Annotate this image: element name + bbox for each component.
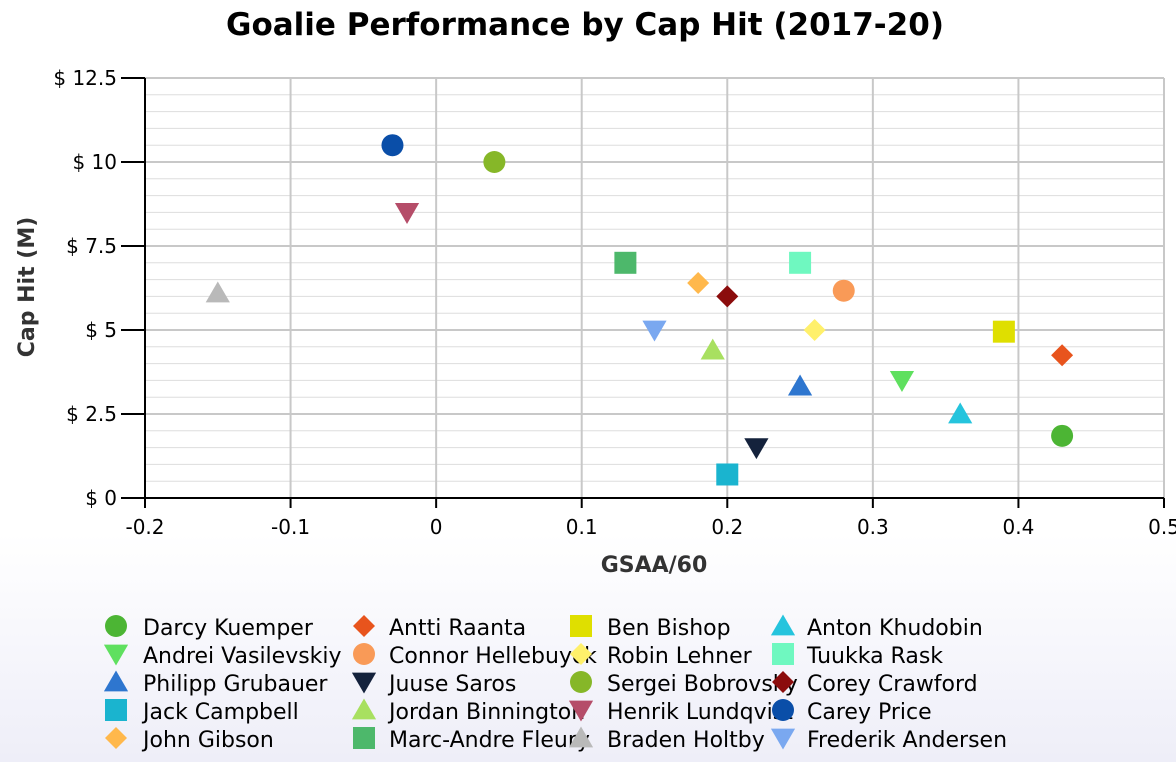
legend-label: Antti Raanta (389, 616, 526, 641)
legend-marker-anton-khudobin (770, 614, 796, 636)
legend-marker-braden-holtby (568, 726, 594, 748)
legend-marker-ben-bishop (570, 615, 592, 637)
legend-marker-corey-crawford (772, 671, 794, 693)
point-braden-holtby (205, 281, 230, 303)
legend-marker-sergei-bobrovsky (570, 671, 592, 693)
legend-marker-juuse-saros (351, 672, 377, 694)
legend-label: Corey Crawford (807, 672, 978, 697)
grid (144, 77, 1165, 499)
y-axis-title: Cap Hit (M) (15, 217, 40, 358)
x-tick-label: -0.2 (125, 515, 164, 539)
x-tick-label: 0 (430, 515, 443, 539)
legend-label: Tuukka Rask (806, 644, 943, 669)
point-jack-campbell (716, 463, 739, 486)
legend-marker-john-gibson (105, 727, 127, 749)
x-tick-label: 0.2 (711, 515, 743, 539)
chart-title: Goalie Performance by Cap Hit (2017-20) (226, 7, 944, 43)
point-frederik-andersen (642, 320, 667, 342)
point-robin-lehner (803, 319, 826, 341)
legend-label: John Gibson (141, 728, 274, 753)
legend-marker-philipp-grubauer (103, 670, 129, 692)
point-darcy-kuemper (1051, 424, 1074, 447)
point-antti-raanta (1051, 344, 1074, 367)
legend-marker-tuukka-rask (772, 643, 794, 665)
legend-label: Jack Campbell (141, 700, 299, 725)
legend-label: Ben Bishop (607, 616, 731, 641)
x-tick-label: 0.3 (857, 515, 889, 539)
legend-label: Philipp Grubauer (143, 672, 328, 697)
legend-label: Jordan Binnington (387, 700, 585, 725)
point-tuukka-rask (789, 251, 812, 274)
point-anton-khudobin (948, 402, 973, 424)
point-andrei-vasilevskiy (889, 371, 915, 392)
legend-label: Henrik Lundqvist (607, 700, 793, 725)
legend-marker-darcy-kuemper (105, 615, 127, 637)
legend-label: Juuse Saros (387, 672, 516, 697)
legend-label: Darcy Kuemper (143, 616, 314, 641)
legend-label: Sergei Bobrovsky (607, 672, 798, 697)
y-tick-label: $ 0 (85, 486, 117, 510)
legend-marker-robin-lehner (570, 643, 592, 665)
legend-marker-jordan-binnington (351, 698, 377, 720)
y-tick-label: $ 7.5 (66, 234, 117, 258)
point-connor-hellebuyck (832, 279, 855, 302)
x-tick-label: -0.1 (271, 515, 310, 539)
x-tick-label: 0.4 (1003, 515, 1035, 539)
legend-label: Marc-Andre Fleury (389, 728, 590, 753)
legend-marker-connor-hellebuyck (353, 643, 375, 665)
legend-label: Frederik Andersen (807, 728, 1007, 753)
point-marc-andre-fleury (614, 251, 637, 274)
point-juuse-saros (744, 438, 769, 460)
legend-label: Robin Lehner (607, 644, 753, 669)
point-sergei-bobrovsky (483, 151, 506, 173)
x-axis-title: GSAA/60 (601, 553, 708, 578)
y-tick-label: $ 12.5 (53, 66, 117, 90)
x-tick-label: 0.5 (1148, 515, 1176, 539)
point-john-gibson (687, 271, 710, 294)
data-points (205, 134, 1074, 486)
legend-label: Anton Khudobin (807, 616, 983, 641)
x-tick-label: 0.1 (566, 515, 598, 539)
y-tick-label: $ 10 (72, 150, 117, 174)
legend-marker-andrei-vasilevskiy (103, 644, 129, 666)
y-tick-label: $ 5 (85, 318, 117, 342)
point-carey-price (381, 134, 404, 157)
point-jordan-binnington (700, 338, 725, 360)
legend-marker-henrik-lundqvist (568, 700, 594, 722)
y-tick-label: $ 2.5 (66, 402, 117, 426)
point-ben-bishop (992, 320, 1015, 343)
legend-marker-carey-price (772, 699, 794, 721)
axes: $ 0 $ 2.5 $ 5 $ 7.5 $ 10 $ 12.5 -0.2 -0.1 0 0.1 0.… (53, 66, 1176, 539)
legend-label: Andrei Vasilevskiy (143, 644, 342, 669)
legend-marker-antti-raanta (353, 615, 375, 637)
legend-label: Connor Hellebuyck (389, 644, 597, 669)
legend-marker-marc-andre-fleury (353, 727, 375, 749)
legend-label: Carey Price (807, 700, 932, 725)
legend-label: Braden Holtby (607, 728, 765, 753)
legend-marker-frederik-andersen (770, 728, 796, 750)
point-philipp-grubauer (787, 374, 813, 396)
point-corey-crawford (716, 285, 739, 308)
point-henrik-lundqvist (394, 203, 420, 224)
legend-marker-jack-campbell (105, 699, 127, 721)
legend: Darcy Kuemper Antti Raanta Ben Bishop Anton… (103, 614, 1007, 753)
